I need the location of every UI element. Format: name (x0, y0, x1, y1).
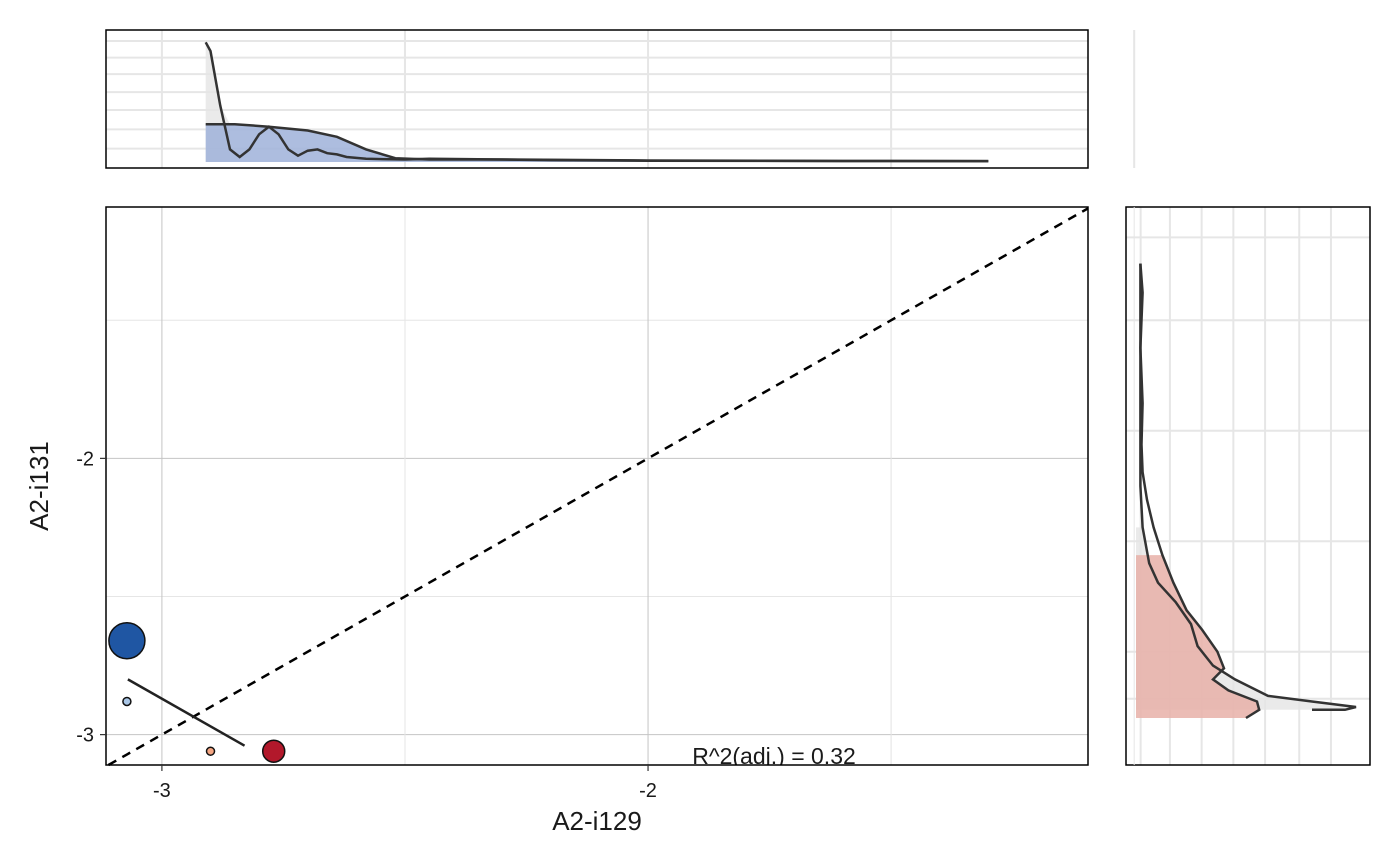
top-density-curve-b (205, 122, 989, 163)
right-density-panel (1125, 206, 1371, 766)
right-density-fill (1136, 555, 1260, 718)
y-axis-ticks: -2 -3 (76, 448, 106, 747)
right-panel-border (1125, 206, 1371, 766)
main-panel-border (105, 206, 1089, 766)
top-panel-border (105, 29, 1089, 169)
main-scatter-panel: R^2(adj.) = 0.32 (105, 206, 1135, 769)
main-panel-grid (106, 207, 1135, 765)
regression-line (127, 678, 246, 747)
top-density-fill (205, 124, 989, 162)
x-axis-label: A2-i129 (552, 806, 642, 836)
top-density-panel (105, 29, 1136, 169)
right-density-curve-a (1139, 263, 1261, 720)
data-point (108, 621, 146, 660)
y-axis-label: A2-i131 (24, 441, 54, 531)
x-tick-label: -3 (153, 780, 171, 802)
top-panel-grid (106, 30, 1136, 168)
data-points (108, 621, 286, 763)
data-point (205, 746, 216, 756)
r2-annotation: R^2(adj.) = 0.32 (692, 743, 856, 769)
identity-line (107, 207, 1089, 767)
data-point (122, 696, 132, 707)
data-point (261, 739, 286, 763)
x-axis-ticks: -3 -2 (153, 765, 657, 802)
right-density-curve-b (1139, 263, 1357, 712)
y-tick-label: -3 (76, 725, 94, 747)
x-tick-label: -2 (639, 780, 657, 802)
y-tick-label: -2 (76, 448, 94, 470)
